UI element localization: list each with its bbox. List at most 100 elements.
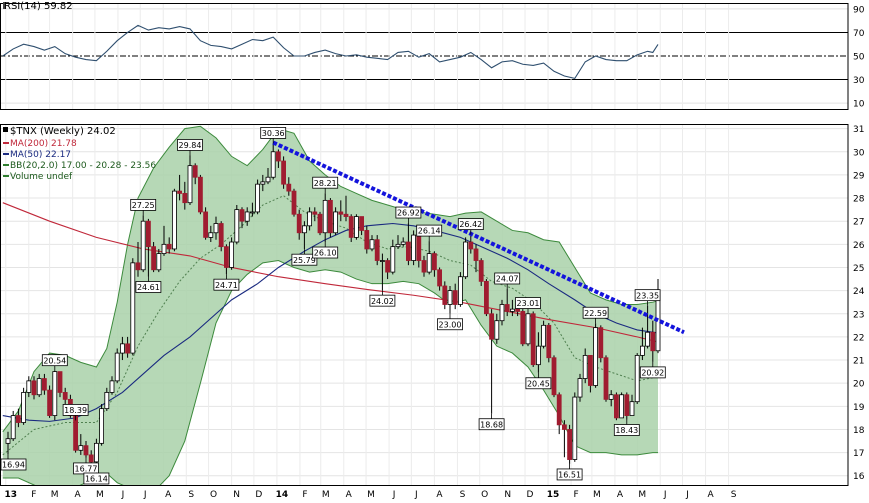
candle <box>140 215 146 273</box>
candle-body-up <box>265 176 271 183</box>
x-tick: A <box>436 490 443 499</box>
candlesticks <box>5 143 661 473</box>
legend-text: RSI(14) 59.82 $TNX (Weekly) 24.02 MA(200… <box>4 1 156 182</box>
price-annotation: 26.14 <box>416 224 443 242</box>
candle <box>47 385 52 418</box>
price-annotation: 26.10 <box>312 242 339 259</box>
price-annotation: 20.92 <box>639 361 666 379</box>
candle <box>260 174 266 192</box>
candle <box>213 216 219 240</box>
rsi-label-marker <box>3 2 5 9</box>
legend-bb: BB(20,2.0) 17.00 - 20.28 - 23.56 <box>10 161 156 171</box>
annotation-label: 27.25 <box>132 201 155 210</box>
candle <box>582 348 588 384</box>
x-tick: M <box>322 490 330 499</box>
candle <box>598 325 604 363</box>
candle <box>151 242 157 273</box>
x-tick: N <box>233 490 240 499</box>
annotation-box <box>395 206 422 219</box>
candle-body-up <box>26 380 32 393</box>
annotation-box <box>130 199 157 211</box>
candle-body-down <box>192 165 198 178</box>
candle-body-down <box>650 331 656 352</box>
candle <box>483 279 489 317</box>
candle <box>431 251 437 277</box>
price-y-tick: 25 <box>853 264 864 274</box>
x-tick: J <box>392 490 396 499</box>
candle <box>364 225 370 254</box>
annotation-box <box>83 472 110 485</box>
annotation-box <box>457 218 484 231</box>
candle-body-up <box>509 308 515 312</box>
rsi-y-tick: 70 <box>853 29 865 39</box>
annotation-box <box>291 253 318 266</box>
x-tick: J <box>685 490 689 499</box>
price-y-tick: 19 <box>853 403 865 413</box>
candle-body-up <box>109 380 115 393</box>
candle <box>640 327 645 361</box>
candle-body-down <box>504 304 510 312</box>
price-annotation: 22.59 <box>582 306 609 324</box>
x-tick: O <box>210 490 217 499</box>
candle-body-up <box>187 165 193 204</box>
annotation-label: 20.92 <box>641 368 664 377</box>
price-annotation: 16.14 <box>83 472 110 485</box>
rsi-line <box>2 24 659 80</box>
candle <box>629 394 635 416</box>
rsi-y-tick: 90 <box>853 5 865 15</box>
x-tick: A <box>617 490 624 499</box>
candle <box>421 255 427 277</box>
candle <box>104 387 110 411</box>
candle <box>593 323 598 388</box>
candle <box>353 214 359 240</box>
candle-body-up <box>499 304 505 322</box>
candle <box>255 179 261 215</box>
x-tick: M <box>638 490 646 499</box>
candle-body-up <box>463 241 469 278</box>
price-y-tick: 26 <box>853 241 865 251</box>
candle-body-down <box>556 394 562 426</box>
candle <box>83 441 89 458</box>
x-tick: F <box>302 490 307 499</box>
candle <box>130 258 136 356</box>
candle-body-up <box>536 345 541 366</box>
candle-body-down <box>203 211 209 238</box>
candle <box>203 207 209 240</box>
candle <box>156 248 162 273</box>
candle <box>62 387 68 407</box>
price-y-tick: 27 <box>853 218 864 228</box>
x-tick: J <box>663 490 667 499</box>
price-annotation: 27.25 <box>130 199 157 216</box>
candle <box>120 336 125 361</box>
candle <box>520 309 526 347</box>
rsi-y-tick: 10 <box>853 100 865 110</box>
candle-body-up <box>577 378 583 398</box>
annotation-label: 26.10 <box>314 249 337 258</box>
candle-body-down <box>343 213 349 217</box>
candle <box>275 149 281 168</box>
candle <box>187 155 193 205</box>
candle-body-down <box>135 262 141 271</box>
candle <box>208 225 214 243</box>
candle <box>114 348 120 384</box>
candle-body-down <box>483 280 489 315</box>
candle-body-down <box>452 290 458 305</box>
candle <box>348 214 354 243</box>
candle <box>634 353 640 405</box>
x-tick: F <box>573 490 578 499</box>
candle <box>301 221 307 250</box>
candle-body-down <box>151 246 157 271</box>
candle <box>603 355 609 402</box>
candle-body-down <box>83 445 89 456</box>
annotation-label: 26.14 <box>418 227 441 236</box>
candle-body-up <box>255 183 261 213</box>
candle-body-up <box>301 225 307 234</box>
candle-body-down <box>57 371 63 393</box>
candle-body-down <box>31 380 37 396</box>
candle <box>166 237 172 254</box>
candle-body-up <box>645 331 650 347</box>
candle <box>437 267 443 291</box>
candle-body-down <box>364 230 370 250</box>
